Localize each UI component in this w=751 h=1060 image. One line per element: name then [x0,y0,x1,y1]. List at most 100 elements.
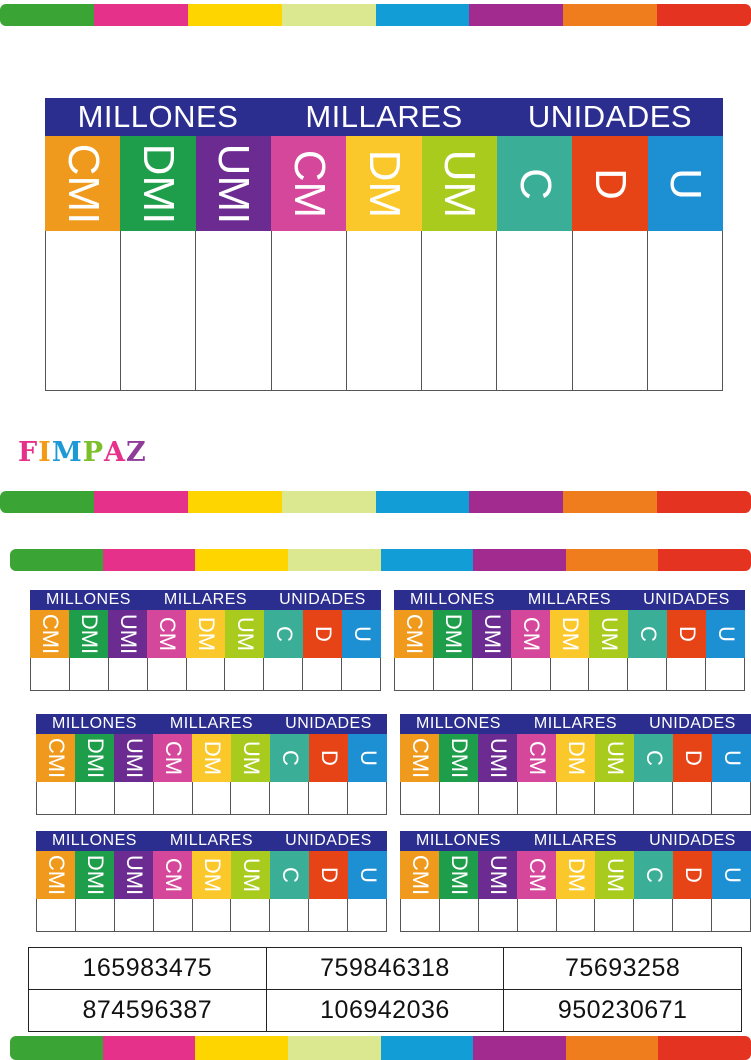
answer-cell[interactable] [589,658,629,690]
column-header: D [673,851,712,899]
answer-cell[interactable] [231,899,271,931]
logo-letter: F [18,437,39,468]
answer-cell[interactable] [440,899,479,931]
answer-cell[interactable] [231,782,271,814]
answer-cell[interactable] [148,658,187,690]
answer-cell[interactable] [154,899,193,931]
column-header: DM [556,851,595,899]
chart-group-header: MILLONES MILLARES UNIDADES [400,714,751,734]
answer-cell[interactable] [225,658,265,690]
answer-row [394,658,746,691]
answer-cell[interactable] [347,231,423,390]
answer-cell[interactable] [434,658,473,690]
answer-row [45,231,723,391]
answer-cell[interactable] [272,231,347,390]
answer-cell[interactable] [70,658,109,690]
answer-cell[interactable] [348,899,388,931]
answer-cell[interactable] [115,782,154,814]
top-color-strip [0,4,751,26]
column-label: U [713,626,739,642]
answer-cell[interactable] [712,782,751,814]
answer-cell[interactable] [76,899,115,931]
answer-cell[interactable] [673,899,713,931]
answer-cell[interactable] [551,658,590,690]
answer-cell[interactable] [395,658,434,690]
answer-cell[interactable] [479,782,518,814]
logo-letter: A [104,437,126,468]
answer-cell[interactable] [667,658,707,690]
column-label: C [510,167,560,200]
strip-segment [563,491,658,513]
column-header: DMI [69,610,108,658]
answer-cell[interactable] [193,782,232,814]
answer-cell[interactable] [76,782,115,814]
answer-cell[interactable] [264,658,304,690]
answer-cell[interactable] [187,658,226,690]
answer-cell[interactable] [473,658,512,690]
fimpaz-logo: FIMPAZ [18,437,147,468]
column-label: UMI [121,854,147,896]
column-label: UMI [121,737,147,779]
answer-cell[interactable] [595,782,635,814]
answer-cell[interactable] [303,658,343,690]
column-header: CMI [36,851,75,899]
column-label: D [680,750,706,766]
answer-cell[interactable] [37,782,76,814]
chart-group-header: MILLONES MILLARES UNIDADES [36,714,387,734]
answer-cell[interactable] [518,899,557,931]
answer-cell[interactable] [634,899,674,931]
answer-cell[interactable] [648,231,723,390]
answer-cell[interactable] [348,782,388,814]
answer-cell[interactable] [706,658,746,690]
column-header: UMI [478,851,517,899]
answer-cell[interactable] [309,782,349,814]
answer-cell[interactable] [512,658,551,690]
strip-segment [473,549,566,571]
column-label: C [277,750,303,766]
answer-cell[interactable] [422,231,498,390]
group-label: UNIDADES [527,99,693,134]
group-label: MILLARES [163,591,248,608]
answer-cell[interactable] [31,658,70,690]
answer-cell[interactable] [121,231,197,390]
answer-cell[interactable] [573,231,648,390]
column-header: UM [421,136,497,231]
answer-cell[interactable] [479,899,518,931]
strip-segment [0,4,94,26]
answer-cell[interactable] [401,899,440,931]
answer-cell[interactable] [193,899,232,931]
column-label: CMI [401,613,427,655]
answer-cell[interactable] [270,782,310,814]
answer-cell[interactable] [109,658,148,690]
answer-cell[interactable] [37,899,76,931]
column-header-row: CMI DMI UMI CM DM UM C D U [36,734,387,782]
group-label: UNIDADES [649,715,736,732]
column-label: C [635,626,661,642]
answer-cell[interactable] [595,899,635,931]
answer-cell[interactable] [401,782,440,814]
answer-cell[interactable] [497,231,573,390]
answer-cell[interactable] [270,899,310,931]
answer-cell[interactable] [46,231,122,390]
answer-cell[interactable] [518,782,557,814]
answer-cell[interactable] [154,782,193,814]
answer-cell[interactable] [628,658,668,690]
answer-cell[interactable] [557,782,596,814]
answer-cell[interactable] [557,899,596,931]
strip-segment [469,4,564,26]
column-header: C [628,610,667,658]
answer-cell[interactable] [309,899,349,931]
answer-cell[interactable] [115,899,154,931]
answer-cell[interactable] [440,782,479,814]
column-header: D [667,610,706,658]
answer-cell[interactable] [712,899,751,931]
column-header: U [712,734,751,782]
answer-cell[interactable] [634,782,674,814]
column-label: D [316,867,342,883]
column-label: D [680,867,706,883]
answer-cell[interactable] [196,231,272,390]
answer-cell[interactable] [342,658,382,690]
answer-cell[interactable] [673,782,713,814]
column-label: DMI [133,143,183,224]
column-header: UM [225,610,264,658]
